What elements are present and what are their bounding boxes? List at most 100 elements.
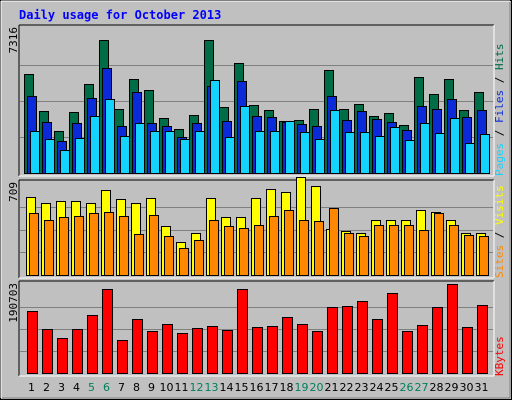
bar-kbytes-day-19 (297, 324, 308, 374)
day-label-11: 11 (175, 381, 189, 394)
bar-sites-day-4 (74, 216, 84, 276)
day-label-29: 29 (445, 381, 459, 394)
panel-hits-files-pages: 7316 Pages / Files / Hits (7, 24, 506, 177)
bar-kbytes-day-18 (282, 317, 293, 374)
bar-sites-day-24 (374, 225, 384, 276)
bar-kbytes-day-1 (27, 311, 38, 374)
bar-kbytes-day-22 (342, 306, 353, 374)
bar-kbytes-day-29 (447, 284, 458, 374)
bar-pages-day-29 (450, 118, 460, 174)
bar-pages-day-12 (195, 131, 205, 174)
bar-pages-day-8 (135, 123, 145, 174)
y-max-label: 190703 (7, 283, 20, 323)
bar-kbytes-day-10 (162, 324, 173, 374)
day-label-28: 28 (430, 381, 444, 394)
bar-pages-day-5 (90, 116, 100, 174)
bar-pages-day-19 (300, 132, 310, 174)
day-label-4: 4 (73, 381, 80, 394)
bar-sites-day-6 (104, 212, 114, 276)
day-label-2: 2 (43, 381, 50, 394)
bar-pages-day-31 (480, 134, 490, 174)
bar-pages-day-10 (165, 131, 175, 174)
bar-sites-day-21 (329, 208, 339, 276)
day-label-24: 24 (370, 381, 384, 394)
legend-item-pages: Pages (493, 143, 506, 176)
panel-legend: Sites / Visits (493, 185, 506, 278)
legend-item-files: Files (493, 90, 506, 123)
day-label-23: 23 (355, 381, 369, 394)
bar-pages-day-6 (105, 99, 115, 174)
bar-kbytes-day-14 (222, 330, 233, 374)
day-label-3: 3 (58, 381, 65, 394)
bar-kbytes-day-31 (477, 305, 488, 374)
bar-pages-day-4 (75, 138, 85, 174)
bar-pages-day-25 (390, 127, 400, 174)
day-label-25: 25 (385, 381, 399, 394)
chart-panels: 7316 Pages / Files / Hits 709 Sites / Visit… (7, 24, 506, 377)
day-label-5: 5 (88, 381, 95, 394)
bar-sites-day-10 (164, 236, 174, 276)
bar-pages-day-30 (465, 143, 475, 174)
bar-kbytes-day-6 (102, 289, 113, 374)
bar-pages-day-17 (270, 131, 280, 174)
bar-sites-day-22 (344, 233, 354, 276)
day-label-30: 30 (460, 381, 474, 394)
day-label-31: 31 (475, 381, 489, 394)
bar-pages-day-14 (225, 137, 235, 174)
bar-sites-day-1 (29, 213, 39, 276)
bar-pages-day-20 (315, 139, 325, 174)
bar-sites-day-30 (464, 235, 474, 276)
bar-pages-day-9 (150, 131, 160, 174)
bar-sites-day-27 (419, 230, 429, 276)
bar-kbytes-day-13 (207, 326, 218, 374)
chart-title: Daily usage for October 2013 (19, 8, 221, 22)
bar-sites-day-28 (434, 213, 444, 276)
bar-pages-day-11 (180, 139, 190, 174)
bar-sites-day-17 (269, 216, 279, 276)
day-label-18: 18 (280, 381, 294, 394)
day-label-9: 9 (148, 381, 155, 394)
bar-sites-day-23 (359, 236, 369, 276)
y-max-label: 7316 (7, 27, 20, 54)
bar-kbytes-day-8 (132, 319, 143, 374)
legend-item-kbytes: KBytes (493, 336, 506, 376)
day-label-12: 12 (190, 381, 204, 394)
bar-pages-day-7 (120, 136, 130, 174)
bar-kbytes-day-12 (192, 328, 203, 374)
day-label-1: 1 (28, 381, 35, 394)
bar-kbytes-day-5 (87, 315, 98, 374)
bar-pages-day-15 (240, 106, 250, 174)
bar-kbytes-day-15 (237, 289, 248, 374)
bar-sites-day-29 (449, 225, 459, 276)
bar-kbytes-day-21 (327, 307, 338, 374)
bar-sites-day-3 (59, 217, 69, 276)
bar-sites-day-19 (299, 220, 309, 276)
bar-pages-day-16 (255, 131, 265, 174)
bar-pages-day-21 (330, 110, 340, 174)
bar-kbytes-day-28 (432, 307, 443, 374)
bar-kbytes-day-30 (462, 327, 473, 374)
bar-sites-day-7 (119, 216, 129, 276)
day-label-7: 7 (118, 381, 125, 394)
bar-pages-day-28 (435, 133, 445, 174)
bar-kbytes-day-27 (417, 325, 428, 374)
bar-pages-day-22 (345, 132, 355, 174)
day-label-14: 14 (220, 381, 234, 394)
bar-sites-day-8 (134, 234, 144, 276)
bar-sites-day-26 (404, 225, 414, 276)
bar-sites-day-13 (209, 220, 219, 276)
bar-sites-day-12 (194, 240, 204, 276)
bar-sites-day-2 (44, 220, 54, 276)
day-label-19: 19 (295, 381, 309, 394)
bar-kbytes-day-23 (357, 301, 368, 374)
legend-separator: / (493, 70, 506, 90)
legend-item-hits: Hits (493, 44, 506, 71)
bar-kbytes-day-3 (57, 338, 68, 374)
y-max-label: 709 (7, 182, 20, 202)
day-axis-labels: 1 2 3 4 5 6 7 8 9 10 11 12 13 14 15 16 17 18 19 20 21 22 23 24 2… (28, 381, 489, 394)
legend-separator: / (493, 123, 506, 143)
bar-pages-day-2 (45, 139, 55, 174)
panel-visits-sites: 709 Sites / Visits (7, 177, 506, 279)
day-label-15: 15 (235, 381, 249, 394)
